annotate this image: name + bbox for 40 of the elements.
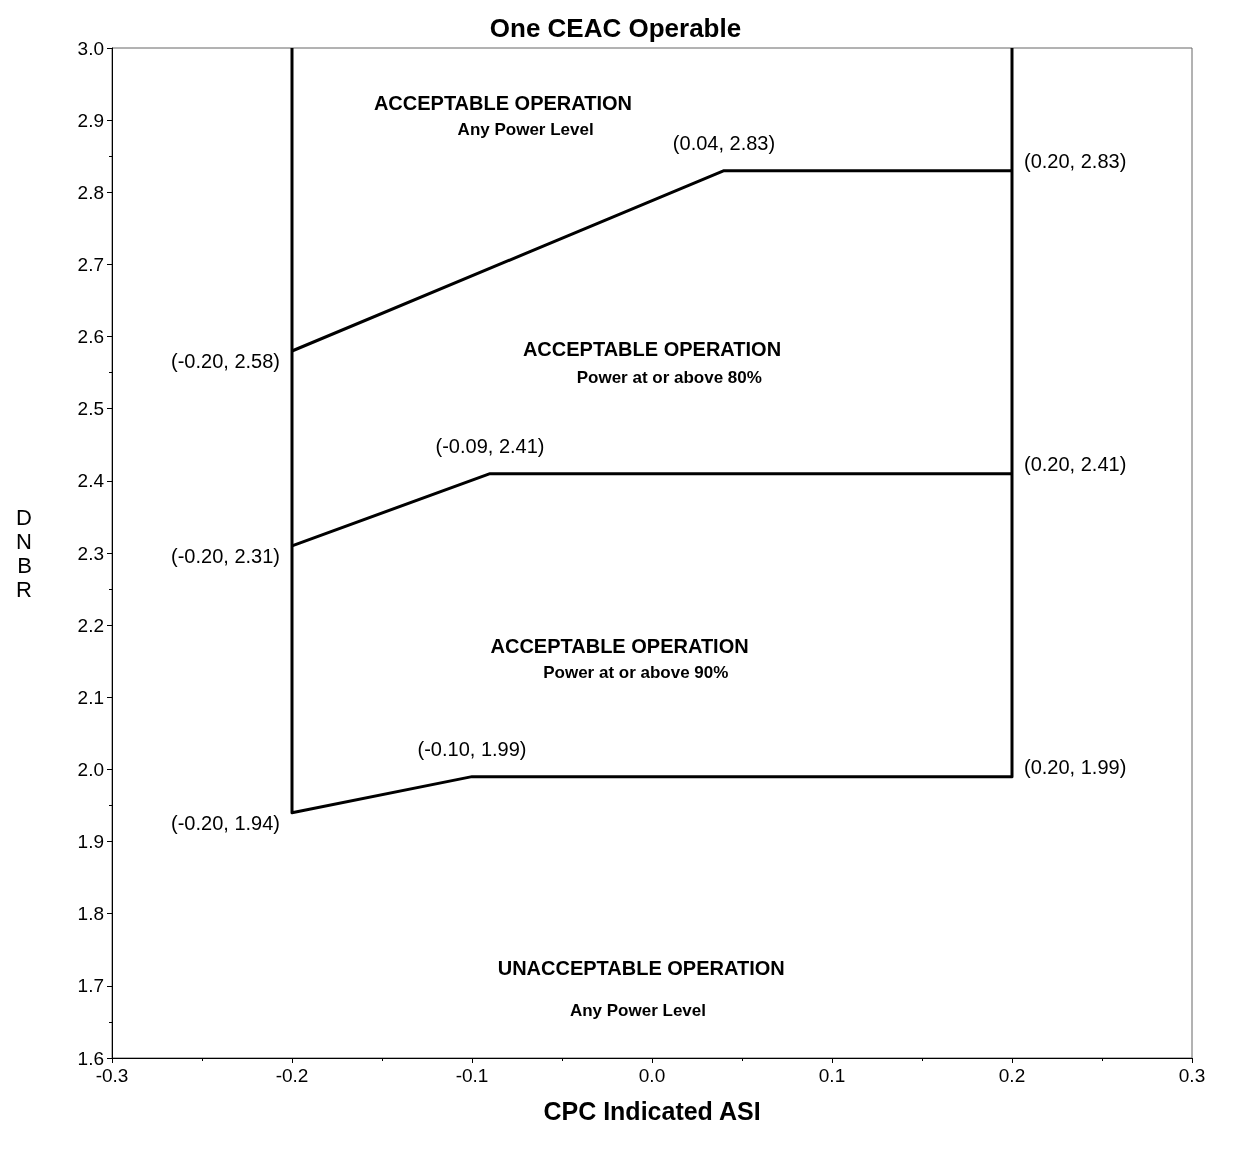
y-tick-label: 2.7: [77, 253, 104, 275]
annotation: (0.20, 2.83): [1024, 149, 1127, 172]
annotation: (-0.20, 1.94): [171, 811, 280, 834]
y-tick-label: 2.8: [77, 181, 104, 203]
annotation: (-0.20, 2.58): [171, 350, 280, 372]
y-tick-label: 1.9: [77, 831, 104, 853]
annotation: ACCEPTABLE OPERATION: [490, 634, 749, 657]
y-tick-label: 2.9: [77, 109, 104, 131]
annotation: Power at or above 90%: [543, 662, 729, 682]
annotation: ACCEPTABLE OPERATION: [522, 337, 782, 360]
annotation: (-0.09, 2.41): [435, 434, 545, 457]
x-tick-label: 0.0: [638, 1065, 666, 1086]
x-tick-label: 0.1: [818, 1065, 846, 1086]
annotation: Power at or above 80%: [576, 367, 762, 387]
annotation: UNACCEPTABLE OPERATION: [497, 957, 785, 980]
y-axis-title: DNBR: [16, 504, 32, 602]
y-tick-label: 1.8: [77, 903, 104, 925]
x-tick-label: 0.2: [998, 1065, 1026, 1086]
chart-title: One CEAC Operable: [489, 13, 742, 43]
y-tick-label: 2.4: [77, 470, 105, 492]
y-tick-label: 2.3: [77, 542, 104, 564]
y-tick-label: 1.7: [77, 975, 104, 997]
annotation: (-0.10, 1.99): [417, 737, 527, 760]
x-axis-title: CPC Indicated ASI: [543, 1096, 761, 1125]
y-tick-label: 3.0: [77, 37, 104, 59]
annotation: (0.04, 2.83): [672, 131, 776, 154]
annotation: (0.20, 1.99): [1024, 755, 1127, 778]
x-tick-label: -0.1: [455, 1065, 489, 1086]
annotation: Any Power Level: [457, 120, 594, 140]
annotation: (-0.20, 2.31): [171, 544, 280, 567]
annotation: (0.20, 2.41): [1024, 452, 1127, 475]
x-tick-label: 0.3: [1178, 1065, 1206, 1086]
x-tick-label: -0.2: [275, 1065, 309, 1086]
y-tick-label: 2.5: [77, 398, 104, 420]
y-tick-label: 2.2: [77, 614, 104, 636]
annotation: ACCEPTABLE OPERATION: [373, 91, 633, 114]
y-tick-label: 2.0: [77, 758, 104, 780]
y-tick-label: 2.1: [77, 686, 104, 708]
y-tick-label: 2.6: [77, 326, 104, 348]
annotation: Any Power Level: [569, 1001, 706, 1021]
